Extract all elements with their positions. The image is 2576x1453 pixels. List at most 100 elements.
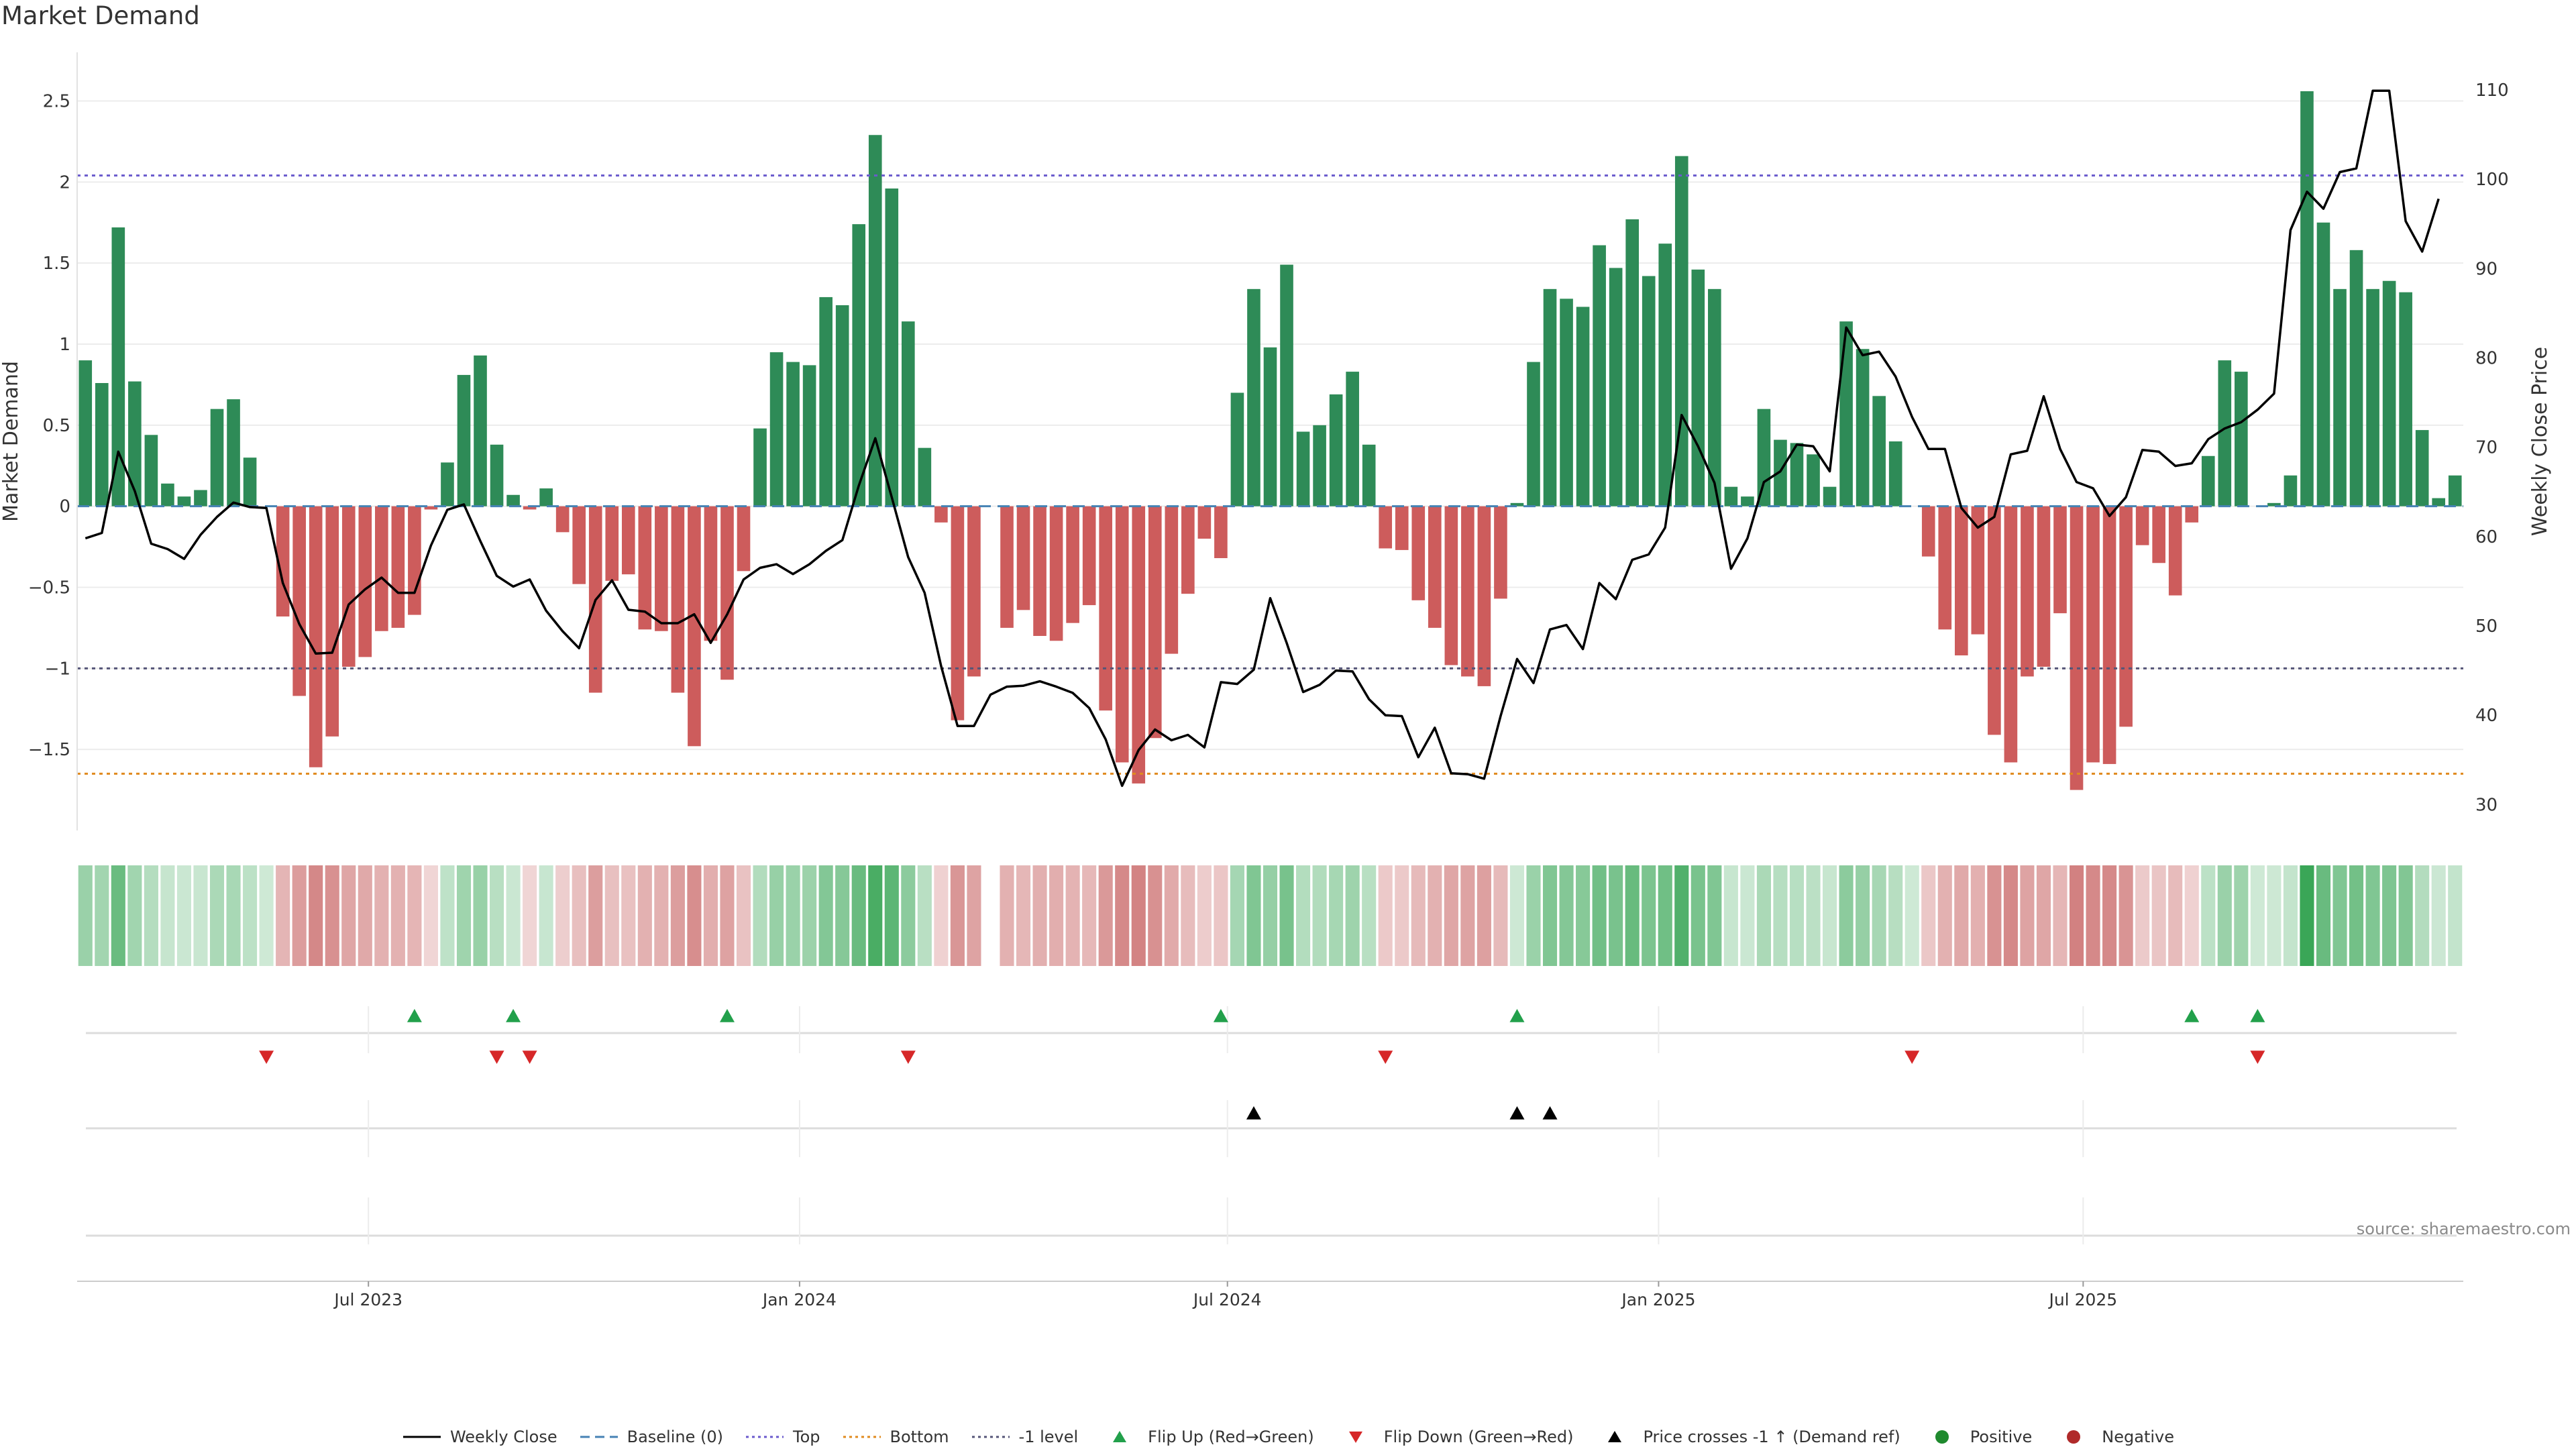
demand-bar xyxy=(2086,506,2100,763)
heat-cell xyxy=(440,865,455,966)
y-left-tick-label: −1.5 xyxy=(28,740,70,760)
demand-bar xyxy=(1428,506,1442,628)
demand-bar xyxy=(227,399,240,506)
y-right-tick-label: 50 xyxy=(2475,616,2498,637)
heat-cell xyxy=(868,865,883,966)
demand-bar xyxy=(1724,486,1738,506)
heat-cell xyxy=(2250,865,2265,966)
demand-bar xyxy=(688,506,701,747)
heat-cell xyxy=(917,865,932,966)
flip-up-marker xyxy=(407,1009,422,1022)
demand-bar xyxy=(2349,250,2363,506)
heat-cell xyxy=(1806,865,1821,966)
heat-cell xyxy=(1756,865,1771,966)
heat-cell xyxy=(358,865,372,966)
demand-bar xyxy=(1165,506,1179,654)
heat-cell xyxy=(1642,865,1656,966)
demand-bar xyxy=(243,458,257,506)
demand-bar xyxy=(1543,288,1557,506)
demand-bar xyxy=(2415,430,2429,506)
heat-cell xyxy=(2267,865,2282,966)
y-left-tick-label: 1.5 xyxy=(43,254,70,274)
demand-bar xyxy=(1049,506,1063,641)
demand-bar xyxy=(2300,91,2314,506)
demand-bar xyxy=(1988,506,2001,735)
heat-cell xyxy=(423,865,438,966)
heat-cell xyxy=(456,865,472,966)
legend-label: -1 level xyxy=(1018,1428,1079,1446)
legend-label: Price crosses -1 ↑ (Demand ref) xyxy=(1643,1428,1900,1446)
legend-item: Flip Down (Green→Red) xyxy=(1336,1428,1573,1446)
heat-cell xyxy=(193,865,208,966)
demand-bar xyxy=(1510,502,1524,506)
demand-bar xyxy=(1642,276,1656,506)
demand-bar xyxy=(769,352,784,506)
heat-cell xyxy=(2168,865,2183,966)
heat-cell xyxy=(1839,865,1854,966)
demand-bar xyxy=(2004,506,2018,763)
heat-cell xyxy=(604,865,619,966)
flip-down-marker xyxy=(2250,1051,2265,1064)
x-tick-label: Jan 2025 xyxy=(1620,1290,1695,1309)
flip-down-marker xyxy=(1378,1051,1393,1064)
demand-bar xyxy=(177,496,191,506)
heat-cell xyxy=(1987,865,2002,966)
x-tick-label: Jan 2024 xyxy=(761,1290,837,1309)
legend-item: Positive xyxy=(1922,1428,2032,1446)
demand-bar xyxy=(1971,506,1985,635)
heat-cell xyxy=(802,865,817,966)
heat-cell xyxy=(276,865,290,966)
heat-cell xyxy=(2118,865,2133,966)
heat-cell xyxy=(1658,865,1672,966)
chart-title: Market Demand xyxy=(1,1,200,30)
flip-up-marker xyxy=(1213,1009,1228,1022)
legend-key-icon xyxy=(745,1429,785,1445)
demand-bar xyxy=(2382,280,2396,506)
demand-bar xyxy=(2152,506,2165,563)
heat-cell xyxy=(1032,865,1047,966)
demand-bar xyxy=(2333,288,2347,506)
legend-label: Bottom xyxy=(890,1428,949,1446)
heat-cell xyxy=(1740,865,1755,966)
y-right-tick-label: 100 xyxy=(2475,170,2509,190)
heat-cell xyxy=(1065,865,1080,966)
heat-cell xyxy=(670,865,685,966)
heat-cell xyxy=(2234,865,2249,966)
heat-cell xyxy=(572,865,586,966)
y-right-axis-label: Weekly Close Price xyxy=(2528,347,2552,536)
flip-up-marker xyxy=(719,1009,735,1022)
heat-cell xyxy=(209,865,225,966)
y-right-tick-label: 60 xyxy=(2475,527,2498,547)
demand-bar xyxy=(1263,347,1277,506)
demand-bar xyxy=(1741,496,1754,506)
heat-cell xyxy=(2184,865,2199,966)
heat-cell xyxy=(637,865,652,966)
axes: 2.5 2 1.5 1 0.5 0 −0.5 −1 −1.5 110 100 90 80 70 60 50 40… xyxy=(0,52,2552,830)
demand-bar xyxy=(424,506,438,510)
demand-bar xyxy=(1691,269,1705,506)
demand-bar xyxy=(2102,506,2116,764)
demand-bar xyxy=(868,135,882,506)
demand-bar xyxy=(1066,506,1079,623)
demand-bar xyxy=(1115,506,1129,763)
heat-cell xyxy=(835,865,850,966)
demand-bar xyxy=(1477,506,1491,686)
heat-cell xyxy=(2069,865,2084,966)
flip-down-marker xyxy=(522,1051,537,1064)
heat-cell xyxy=(1428,865,1442,966)
heat-cell xyxy=(1164,865,1179,966)
legend-item: Baseline (0) xyxy=(579,1428,723,1446)
x-axis: Jul 2023 Jan 2024 Jul 2024 Jan 2025 Jul 2025 xyxy=(77,1281,2463,1309)
demand-bar xyxy=(1444,506,1458,665)
y-left-tick-label: 0.5 xyxy=(43,416,70,436)
heat-cell xyxy=(325,865,339,966)
legend-key-icon xyxy=(971,1429,1011,1445)
heat-cell xyxy=(2365,865,2380,966)
demand-bar xyxy=(2432,498,2446,506)
heat-cell xyxy=(226,865,241,966)
heat-cell xyxy=(523,865,537,966)
demand-bar xyxy=(967,506,981,677)
demand-bar xyxy=(2399,292,2412,506)
demand-bar xyxy=(457,374,471,506)
demand-bar xyxy=(1757,409,1771,506)
